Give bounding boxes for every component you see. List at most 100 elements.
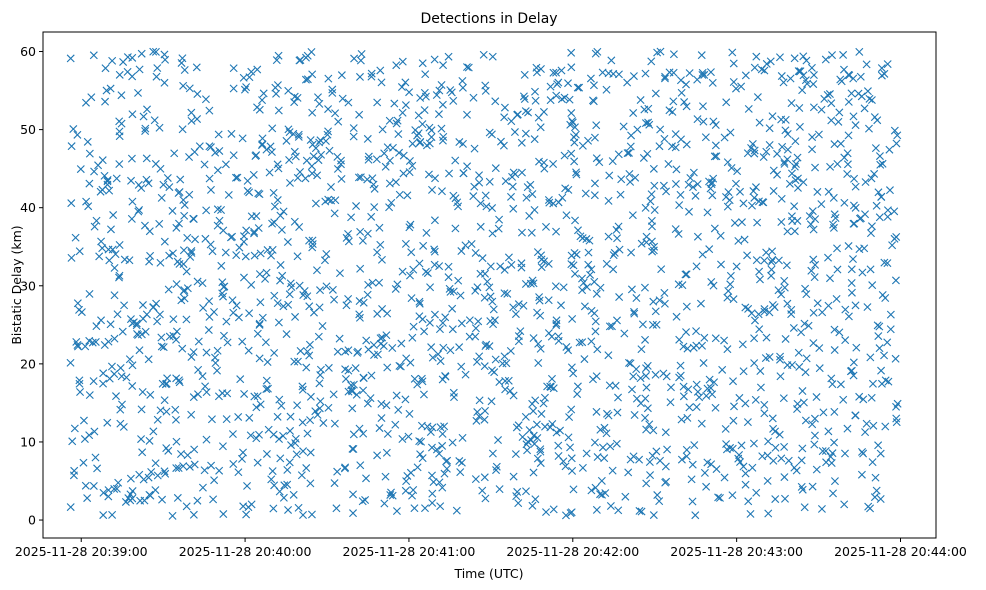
scatter-point [219,226,228,235]
scatter-point [591,49,600,58]
scatter-point [98,244,107,253]
scatter-point [508,172,517,181]
scatter-point [569,261,578,270]
scatter-point [79,458,88,467]
scatter-point [488,297,497,306]
scatter-point [115,70,124,79]
scatter-point [575,338,584,347]
scatter-point [408,139,417,148]
scatter-point [679,392,688,401]
scatter-point [552,428,561,437]
scatter-point [112,392,120,401]
scatter-point [548,420,557,428]
scatter-point [308,243,317,252]
scatter-point [672,165,681,174]
scatter-point [254,224,263,233]
scatter-point [376,240,385,249]
scatter-point [295,223,304,231]
scatter-point [590,277,599,286]
scatter-point [875,213,884,222]
scatter-point [604,411,613,420]
scatter-point [596,283,605,292]
scatter-point [366,394,375,403]
scatter-point [645,457,654,466]
scatter-point [749,187,758,196]
scatter-point [205,174,214,183]
scatter-point [759,153,768,162]
scatter-point [285,458,294,467]
scatter-point [517,228,526,237]
scatter-point [326,183,335,192]
scatter-point [499,141,508,150]
scatter-point [765,124,774,133]
scatter-point [245,309,254,318]
scatter-point [568,466,577,475]
scatter-point [802,290,811,299]
scatter-point [783,299,792,308]
scatter-point [282,330,291,339]
scatter-point [862,419,871,428]
scatter-point [784,456,793,465]
scatter-point [685,69,694,78]
scatter-point [769,166,778,175]
scatter-point [720,336,729,345]
scatter-point [529,334,538,343]
scatter-point [482,202,491,211]
scatter-point [363,399,372,408]
scatter-point [642,479,651,488]
scatter-point [277,401,286,410]
scatter-point [427,133,436,142]
scatter-point [590,133,599,142]
scatter-point [875,152,884,161]
scatter-point [471,324,480,333]
scatter-point [81,342,90,351]
scatter-point [333,347,342,356]
scatter-point [883,206,892,215]
scatter-point [101,64,110,73]
scatter-point [138,448,147,457]
scatter-point [461,241,470,250]
scatter-point [70,466,79,475]
scatter-point [383,363,392,372]
scatter-point [66,358,75,367]
scatter-point [490,316,499,325]
scatter-point [391,284,400,293]
scatter-point [612,439,621,448]
scatter-point [144,473,153,482]
scatter-point [614,70,623,79]
scatter-point [669,68,678,77]
scatter-point [723,345,732,354]
scatter-point [592,372,601,381]
scatter-point [355,72,364,81]
scatter-point [427,471,436,480]
scatter-point [448,325,457,334]
scatter-point [774,286,783,295]
scatter-point [441,371,450,380]
scatter-point [110,334,119,343]
scatter-point [344,387,353,396]
scatter-point [108,510,117,519]
scatter-point [808,420,817,429]
scatter-point [158,495,167,504]
scatter-point [135,346,144,355]
scatter-point [303,347,312,356]
scatter-point [610,248,619,257]
scatter-point [82,197,91,206]
scatter-point [238,454,246,463]
scatter-point [480,293,489,302]
scatter-point [567,63,576,72]
scatter-point [172,335,181,344]
scatter-point [844,97,853,106]
scatter-point [241,252,250,261]
scatter-point [290,98,299,107]
scatter-point [648,247,657,256]
scatter-point [696,299,705,308]
scatter-point [557,301,565,310]
scatter-point [215,466,224,475]
scatter-point [177,58,186,67]
scatter-point [274,164,283,173]
scatter-point [354,173,363,182]
scatter-point [631,173,640,182]
scatter-point [232,301,241,310]
scatter-point [632,394,641,403]
